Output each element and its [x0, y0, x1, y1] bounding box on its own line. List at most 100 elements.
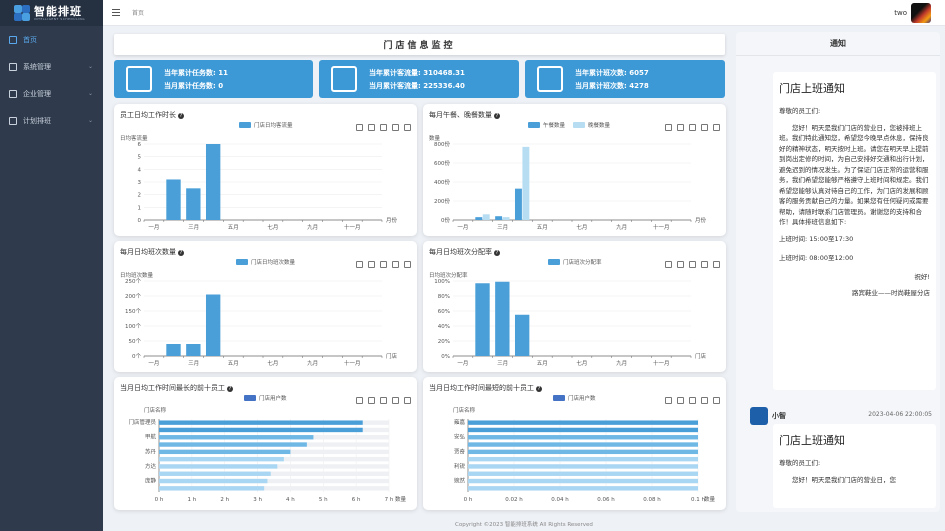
line-switch-icon[interactable]	[368, 261, 375, 268]
stat-line: 当年累计任务数: 11	[164, 69, 228, 77]
help-icon: ?	[227, 386, 233, 392]
bar-switch-icon[interactable]	[689, 261, 696, 268]
y-tick-label: 800份	[434, 140, 450, 148]
building-icon	[9, 89, 17, 98]
message-greeting: 尊敬的员工们:	[779, 107, 821, 115]
help-icon: ?	[178, 250, 184, 256]
download-icon[interactable]	[404, 261, 411, 268]
chart-card-shortest-hours: 当月日均工作时间最短的前十员工? 门店用户数 门店名称 0 h 0.02 h 0.04…	[423, 377, 726, 510]
data-view-icon[interactable]	[665, 397, 672, 404]
chart-legend[interactable]: 门店班次分配率	[548, 258, 602, 266]
restore-icon[interactable]	[392, 261, 399, 268]
x-tick-label: 九月	[307, 223, 318, 231]
data-view-icon[interactable]	[356, 397, 363, 404]
y-tick-label: 贾奇	[454, 447, 466, 455]
chart-legend[interactable]: 门店用户数	[553, 394, 596, 402]
restore-icon[interactable]	[392, 397, 399, 404]
line-switch-icon[interactable]	[368, 124, 375, 131]
x-tick-label: 0.1 h	[691, 497, 705, 503]
sidebar-item-enterprise[interactable]: 企业管理 ⌄	[0, 80, 103, 107]
bar	[495, 281, 510, 356]
x-tick-label: 0.04 h	[551, 497, 569, 503]
x-tick-label: 三月	[497, 360, 508, 367]
data-view-icon[interactable]	[665, 261, 672, 268]
sidebar-item-system[interactable]: 系统管理 ⌄	[0, 53, 103, 80]
sidebar-item-label: 系统管理	[23, 62, 51, 71]
bar-switch-icon[interactable]	[380, 397, 387, 404]
x-tick-label: 十一月	[653, 359, 670, 367]
bar-switch-icon[interactable]	[689, 397, 696, 404]
chart-title: 每月日均班次分配率?	[429, 248, 500, 256]
help-icon: ?	[536, 386, 542, 392]
x-tick-label: 五月	[228, 360, 239, 367]
app-logo[interactable]: 智能排班 INTELLIGENT SCHEDULING	[0, 0, 103, 26]
bar	[468, 442, 698, 447]
x-tick-label: 七月	[267, 223, 278, 231]
message-time: 上班时间: 08:00至12:00	[779, 254, 854, 262]
sidebar-item-schedule[interactable]: 计划排班 ⌄	[0, 107, 103, 134]
notice-message[interactable]: 门店上班通知 尊敬的员工们: 您好！明天是我们门店的营业日，您被排班上班。我们特…	[773, 72, 936, 390]
download-icon[interactable]	[404, 397, 411, 404]
x-tick-label: 九月	[307, 359, 318, 367]
bar-background	[159, 471, 389, 476]
bar-switch-icon[interactable]	[380, 261, 387, 268]
bar	[159, 456, 284, 462]
bar-switch-icon[interactable]	[689, 124, 696, 131]
chart-toolbox	[665, 397, 720, 404]
bar	[159, 420, 363, 425]
breadcrumb[interactable]: 首页	[132, 10, 145, 17]
chart-legend[interactable]: 门店用户数	[244, 394, 287, 402]
y-tick-label: 0%	[441, 354, 450, 360]
restore-icon[interactable]	[701, 397, 708, 404]
y-tick-label: 2	[138, 193, 142, 199]
chart-legend[interactable]: 午餐数量 晚餐数量	[528, 121, 610, 129]
line-switch-icon[interactable]	[368, 397, 375, 404]
download-icon[interactable]	[713, 397, 720, 404]
restore-icon[interactable]	[701, 124, 708, 131]
y-tick-label: 雍嘉	[454, 418, 466, 426]
bar	[186, 344, 201, 356]
chart-title: 每月午餐、晚餐数量?	[429, 111, 500, 119]
help-icon: ?	[494, 250, 500, 256]
restore-icon[interactable]	[701, 261, 708, 268]
chart-card-shift-rate: 每月日均班次分配率? 门店班次分配率 日均班次分配率 0% 20% 40% 60% 80%…	[423, 241, 726, 372]
hamburger-icon[interactable]	[112, 9, 120, 16]
restore-icon[interactable]	[392, 124, 399, 131]
monitor-icon	[9, 62, 17, 71]
chevron-down-icon: ⌄	[87, 63, 93, 70]
data-view-icon[interactable]	[665, 124, 672, 131]
x-axis-unit: 数量	[704, 495, 716, 503]
x-tick-label: 三月	[188, 360, 199, 367]
chart-card-work-hours: 员工日均工作时长? 门店日均客流量 日均客流量 0 1 2 3 4 5 6 一月 三月 五月 七月 九月…	[114, 104, 417, 236]
sidebar-item-home[interactable]: 首页	[0, 26, 103, 53]
data-view-icon[interactable]	[356, 124, 363, 131]
y-axis-label: 日均客流量	[120, 134, 148, 142]
data-view-icon[interactable]	[356, 261, 363, 268]
message-heading: 门店上班通知	[779, 434, 845, 447]
chart-legend[interactable]: 门店日均班次数量	[236, 258, 295, 266]
download-icon[interactable]	[713, 261, 720, 268]
x-tick-label: 七月	[576, 223, 587, 231]
username: two	[894, 9, 907, 17]
user-menu[interactable]: two	[894, 3, 931, 23]
bar	[468, 456, 698, 462]
page-title: 门店信息监控	[114, 34, 725, 55]
y-tick-label: 50个	[129, 338, 142, 345]
y-tick-label: 6	[138, 142, 142, 148]
bar-switch-icon[interactable]	[380, 124, 387, 131]
chart-svg: 门店名称 0 h 1 h 2 h 3 h 4 h 5 h 6 h 7 h 数量 门店管理员甲航苏丹方…	[128, 406, 406, 503]
avatar[interactable]	[911, 3, 931, 23]
bar	[475, 283, 490, 356]
notice-message[interactable]: 门店上班通知 尊敬的员工们: 您好！明天是我们门店的营业日，您	[773, 424, 936, 508]
x-tick-label: 5 h	[319, 497, 328, 503]
line-switch-icon[interactable]	[677, 261, 684, 268]
y-tick-label: 安弘	[454, 433, 466, 441]
bar	[468, 435, 698, 440]
download-icon[interactable]	[404, 124, 411, 131]
line-switch-icon[interactable]	[677, 124, 684, 131]
chart-legend[interactable]: 门店日均客流量	[239, 121, 293, 129]
notice-panel: 通知 门店上班通知 尊敬的员工们: 您好！明天是我们门店的营业日，您被排班上班。…	[736, 32, 940, 512]
download-icon[interactable]	[713, 124, 720, 131]
chart-toolbox	[665, 261, 720, 268]
line-switch-icon[interactable]	[677, 397, 684, 404]
